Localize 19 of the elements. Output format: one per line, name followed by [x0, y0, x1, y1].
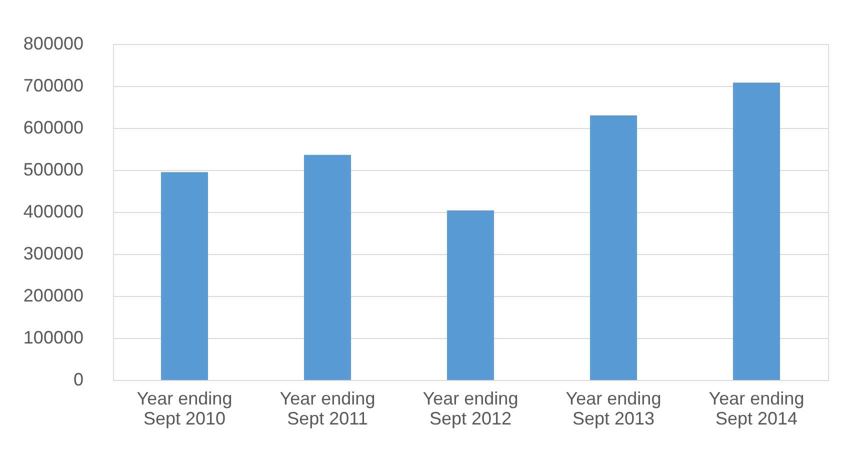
x-tick-label: Year ending Sept 2012 — [422, 388, 518, 428]
y-tick-label: 500000 — [23, 160, 84, 180]
y-tick-label: 400000 — [23, 202, 84, 222]
y-tick-label: 100000 — [23, 328, 84, 348]
x-tick-label: Year ending Sept 2014 — [708, 388, 804, 428]
x-tick-label: Year ending Sept 2013 — [566, 388, 662, 428]
x-tick-label: Year ending Sept 2010 — [136, 388, 232, 428]
y-tick-label: 200000 — [23, 286, 84, 306]
x-tick-label: Year ending Sept 2011 — [280, 388, 376, 428]
y-tick-label: 300000 — [23, 244, 84, 264]
bar — [590, 115, 637, 380]
y-tick-label: 700000 — [23, 76, 84, 96]
y-tick-label: 600000 — [23, 118, 84, 138]
bar — [447, 210, 494, 380]
bar — [161, 172, 208, 380]
y-tick-label: 0 — [73, 370, 84, 390]
y-tick-label: 800000 — [23, 34, 84, 54]
bar — [733, 82, 780, 380]
bar — [304, 154, 351, 380]
